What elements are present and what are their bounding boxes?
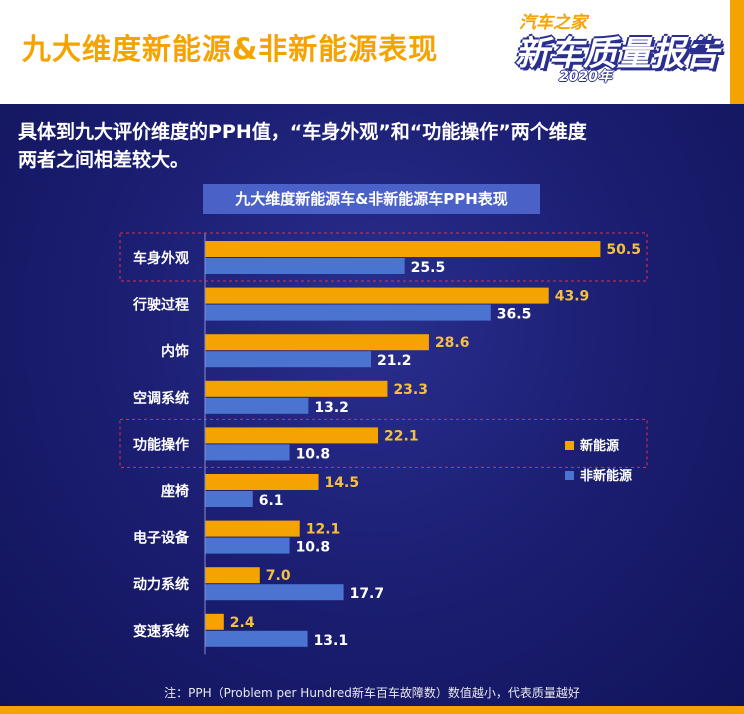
header-band: 九大维度新能源&非新能源表现 汽车之家 新车质量报告 2020年 bbox=[0, 0, 744, 104]
legend-swatch-non-new-energy bbox=[565, 471, 574, 480]
data-label-non-new-energy: 13.1 bbox=[314, 633, 349, 649]
chart-title: 九大维度新能源车&非新能源车PPH表现 bbox=[203, 184, 540, 214]
intro-line-2: 两者之间相差较大。 bbox=[18, 149, 190, 171]
data-label-new-energy: 12.1 bbox=[306, 522, 341, 538]
page-title: 九大维度新能源&非新能源表现 bbox=[22, 32, 439, 66]
category-label: 变速系统 bbox=[133, 623, 189, 640]
bar-new-energy bbox=[205, 520, 300, 537]
bar-new-energy bbox=[205, 427, 379, 444]
bar-new-energy bbox=[205, 380, 388, 397]
logo-report-name: 新车质量报告 bbox=[515, 34, 719, 74]
legend-label-non-new-energy: 非新能源 bbox=[580, 468, 632, 484]
logo-year: 2020年 bbox=[559, 69, 612, 85]
logo-brand: 汽车之家 bbox=[519, 13, 587, 33]
data-label-new-energy: 50.5 bbox=[606, 242, 641, 258]
intro-line-1: 具体到九大评价维度的PPH值，“车身外观”和“功能操作”两个维度 bbox=[18, 121, 587, 143]
bar-new-energy bbox=[205, 241, 601, 257]
bar-non-new-energy bbox=[205, 491, 253, 507]
data-label-non-new-energy: 6.1 bbox=[259, 493, 284, 509]
category-label: 行驶过程 bbox=[132, 297, 189, 314]
data-label-non-new-energy: 36.5 bbox=[497, 307, 532, 323]
bar-non-new-energy bbox=[205, 584, 344, 601]
category-label: 内饰 bbox=[161, 343, 189, 360]
report-logo: 汽车之家 新车质量报告 2020年 bbox=[515, 6, 721, 90]
data-label-new-energy: 28.6 bbox=[435, 335, 470, 351]
bar-non-new-energy bbox=[205, 537, 290, 554]
data-label-new-energy: 2.4 bbox=[230, 615, 255, 631]
bar-non-new-energy bbox=[205, 397, 309, 414]
bottom-accent-bar bbox=[0, 706, 744, 714]
data-label-non-new-energy: 17.7 bbox=[350, 586, 385, 602]
category-label: 电子设备 bbox=[133, 530, 190, 547]
data-label-non-new-energy: 10.8 bbox=[296, 446, 331, 462]
data-label-non-new-energy: 25.5 bbox=[411, 260, 446, 276]
data-label-non-new-energy: 13.2 bbox=[314, 400, 349, 416]
category-label: 车身外观 bbox=[133, 250, 189, 267]
data-label-non-new-energy: 10.8 bbox=[296, 540, 331, 556]
bar-new-energy bbox=[205, 334, 429, 351]
data-label-non-new-energy: 21.2 bbox=[377, 353, 412, 369]
bar-new-energy bbox=[205, 474, 319, 490]
category-label: 空调系统 bbox=[133, 390, 189, 407]
category-label: 座椅 bbox=[161, 483, 189, 500]
footnote: 注：PPH（Problem per Hundred新车百车故障数）数值越小，代表… bbox=[164, 686, 580, 700]
bar-non-new-energy bbox=[205, 444, 290, 461]
bar-non-new-energy bbox=[205, 258, 405, 274]
bar-non-new-energy bbox=[205, 630, 308, 647]
bar-non-new-energy bbox=[205, 304, 491, 321]
bar-new-energy bbox=[205, 613, 224, 630]
data-label-new-energy: 7.0 bbox=[266, 568, 291, 584]
data-label-new-energy: 43.9 bbox=[555, 289, 590, 305]
header-accent-bar bbox=[730, 0, 744, 104]
intro-text: 具体到九大评价维度的PPH值，“车身外观”和“功能操作”两个维度 两者之间相差较… bbox=[18, 118, 728, 174]
bar-non-new-energy bbox=[205, 351, 371, 368]
data-label-new-energy: 23.3 bbox=[393, 382, 428, 398]
category-label: 功能操作 bbox=[133, 436, 189, 453]
legend-label-new-energy: 新能源 bbox=[580, 438, 619, 454]
data-label-new-energy: 22.1 bbox=[384, 428, 419, 444]
bar-new-energy bbox=[205, 287, 549, 304]
legend-swatch-new-energy bbox=[565, 441, 574, 450]
data-label-new-energy: 14.5 bbox=[325, 475, 360, 491]
category-label: 动力系统 bbox=[133, 576, 189, 593]
bar-new-energy bbox=[205, 567, 260, 584]
